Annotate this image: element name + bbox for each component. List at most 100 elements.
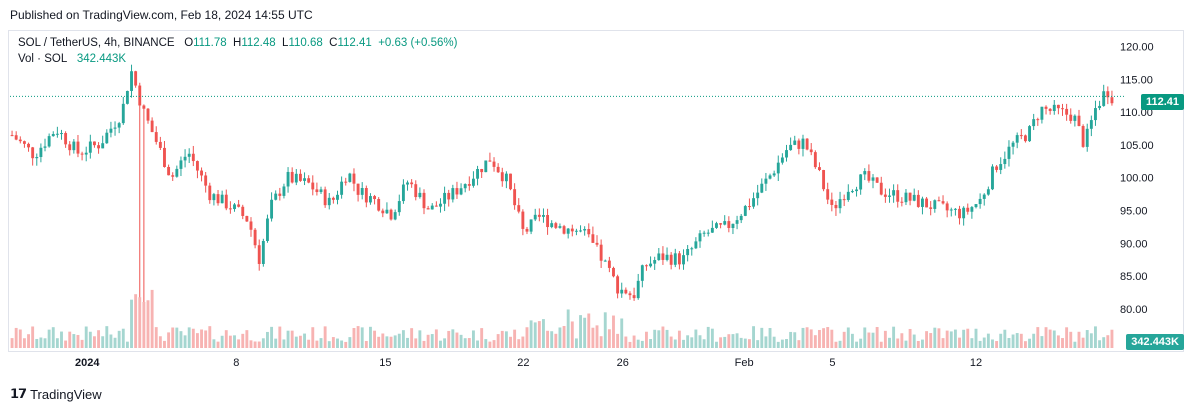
volume-bar <box>546 330 550 348</box>
candle-body <box>39 147 43 157</box>
volume-bar <box>171 327 175 348</box>
volume-bar <box>599 336 603 348</box>
volume-bar <box>158 336 162 348</box>
y-tick-label: 110.00 <box>1120 107 1153 119</box>
candle-body <box>401 184 405 202</box>
candle-body <box>278 193 282 196</box>
candle-body <box>632 295 636 299</box>
volume-bar <box>892 326 896 348</box>
volume-bar <box>389 336 393 348</box>
candle-body <box>344 181 348 183</box>
volume-bar <box>958 337 961 348</box>
candle-body <box>154 132 158 142</box>
volume-bar <box>533 322 537 348</box>
candle-body <box>509 173 512 190</box>
volume-bar <box>10 338 14 348</box>
candle-body <box>496 166 500 173</box>
close-value: 112.41 <box>337 37 372 49</box>
candle-body <box>521 211 525 229</box>
candle-body <box>900 201 904 203</box>
volume-bar <box>838 340 842 348</box>
candle-body <box>653 260 657 264</box>
candle-body <box>158 141 162 148</box>
candle-body <box>443 192 447 204</box>
volume-bar <box>183 335 187 348</box>
candle-body <box>1044 106 1048 109</box>
volume-bar <box>237 339 241 348</box>
volume-bar <box>492 340 496 348</box>
symbol-label[interactable]: SOL / TetherUS, 4h, BINANCE <box>18 37 175 49</box>
candle-body <box>636 280 640 299</box>
candle-body <box>702 232 706 234</box>
volume-bar <box>797 340 801 348</box>
volume-bar <box>471 330 475 348</box>
volume-bar <box>319 338 323 348</box>
x-tick-label: Feb <box>735 357 754 369</box>
candle-body <box>88 141 92 153</box>
candle-body <box>22 141 26 144</box>
candle-body <box>929 207 933 209</box>
candle-body <box>459 188 463 195</box>
volume-bar <box>554 333 558 348</box>
volume-bar <box>949 331 953 348</box>
volume-bar <box>105 326 109 348</box>
volume-bar <box>995 341 999 348</box>
candle-body <box>385 209 389 214</box>
candle-body <box>805 138 809 150</box>
candle-body <box>517 205 521 212</box>
volume-bar <box>1044 327 1048 348</box>
volume-bar <box>1052 330 1056 348</box>
candle-body <box>298 173 302 181</box>
candle-body <box>764 178 768 184</box>
candle-body <box>842 199 846 201</box>
candle-body <box>768 175 772 179</box>
volume-bar <box>175 327 179 348</box>
volume-bar <box>1015 333 1019 348</box>
volume-bar <box>616 333 620 348</box>
candle-body <box>669 254 673 265</box>
volume-bar <box>364 340 368 348</box>
volume-bar <box>60 331 63 348</box>
candle-body <box>883 194 887 197</box>
volume-bar <box>31 326 35 348</box>
candle-body <box>546 215 550 228</box>
candle-body <box>1065 108 1069 115</box>
volume-label: Vol · SOL <box>18 53 68 65</box>
volume-bar <box>521 336 525 348</box>
candle-body <box>801 138 805 149</box>
volume-bar <box>743 338 747 348</box>
volume-bar <box>686 335 690 348</box>
volume-bar <box>1003 329 1007 348</box>
volume-bar <box>587 313 591 348</box>
volume-bar <box>982 337 986 348</box>
volume-bar <box>80 339 84 348</box>
volume-bar <box>266 331 269 348</box>
volume-bar <box>723 336 727 348</box>
volume-bar <box>327 341 331 348</box>
candle-body <box>570 228 574 232</box>
x-tick-label: 2024 <box>75 357 100 369</box>
candle-body <box>587 229 591 235</box>
volume-bar <box>706 326 710 348</box>
candle-body <box>772 173 776 176</box>
candle-body <box>1003 158 1007 165</box>
candle-body <box>953 208 957 210</box>
candle-body <box>480 168 484 173</box>
candle-body <box>962 207 966 219</box>
volume-bar <box>257 341 261 348</box>
candle-body <box>397 201 401 213</box>
volume-bar <box>850 333 854 348</box>
volume-bar <box>570 321 574 348</box>
open-value: 111.78 <box>193 37 227 49</box>
volume-bar <box>603 312 607 348</box>
candle-body <box>574 230 578 232</box>
y-tick-label: 115.00 <box>1120 74 1153 86</box>
volume-bar <box>307 339 311 348</box>
volume-bar <box>1098 340 1102 348</box>
tradingview-brand[interactable]: 𝟭𝟳 TradingView <box>10 386 102 402</box>
volume-bar <box>331 337 335 348</box>
candle-body <box>237 204 241 207</box>
high-value: 112.48 <box>241 37 276 49</box>
volume-bar <box>875 327 879 348</box>
